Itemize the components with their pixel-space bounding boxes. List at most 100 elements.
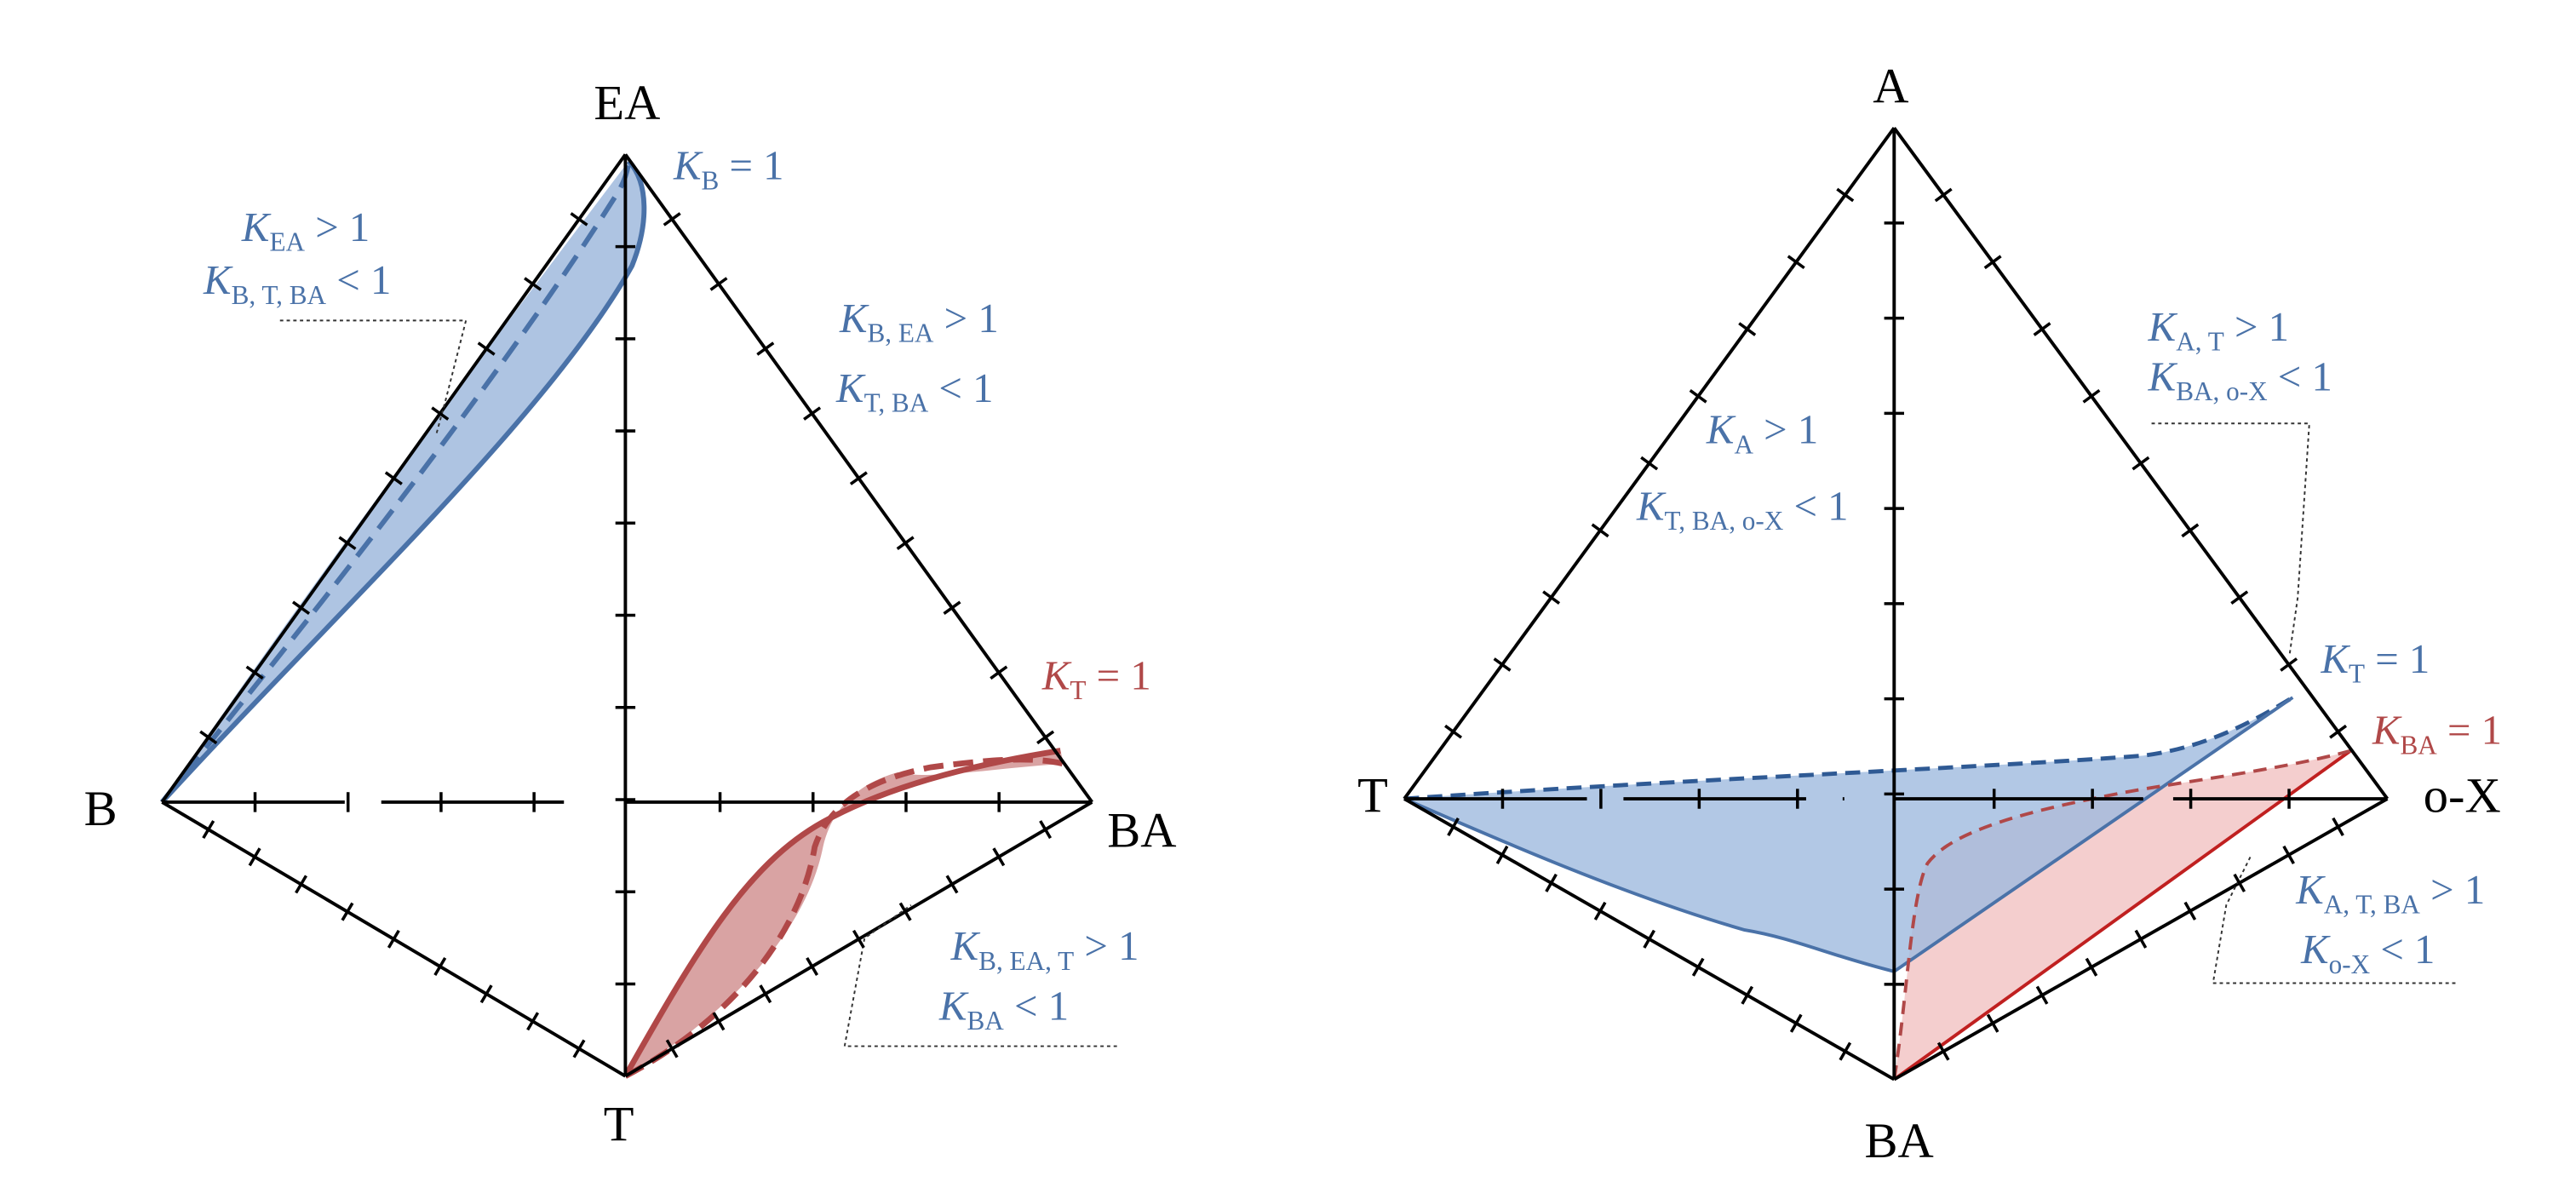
vertex-label: BA — [1865, 1113, 1934, 1168]
tick — [1691, 957, 1705, 977]
tick — [852, 929, 865, 949]
tick — [248, 847, 261, 867]
blue-plane-dashed — [1403, 695, 2294, 801]
tick — [526, 1012, 540, 1031]
tick — [338, 536, 357, 550]
red-plane-solid — [1893, 749, 2352, 1081]
left-diagram — [160, 153, 1117, 1079]
blue-plane — [1404, 697, 2293, 972]
right-diagram — [1403, 127, 2456, 1081]
tick — [1593, 901, 1607, 921]
blue-plane-solid — [1403, 696, 2294, 973]
tick — [665, 1039, 679, 1058]
tick — [1542, 590, 1561, 605]
vertex-label: T — [604, 1097, 634, 1152]
tick — [291, 600, 311, 615]
tick — [896, 536, 915, 550]
relation: = 1 — [2437, 708, 2502, 754]
tick — [1936, 1041, 1950, 1061]
leader-line — [279, 319, 468, 436]
condition-label: KA, T > 1 — [2148, 304, 2289, 357]
tick — [1444, 724, 1463, 739]
symbol: K — [2295, 867, 2326, 913]
subscript: BA — [2400, 730, 2437, 760]
symbol: K — [2320, 636, 2350, 682]
symbol: K — [241, 204, 272, 250]
tick — [2282, 845, 2295, 864]
tick — [943, 600, 961, 616]
condition-label: KBA, o-X < 1 — [2148, 353, 2332, 406]
relation: > 1 — [1074, 923, 1139, 969]
leader-line — [2151, 422, 2310, 657]
blue-boundary-dashed — [160, 160, 632, 804]
tick — [431, 406, 450, 421]
tick — [990, 665, 1008, 680]
tick — [1689, 388, 1707, 404]
tick — [2181, 523, 2200, 538]
vertex-label: EA — [594, 75, 660, 130]
relation: < 1 — [2268, 353, 2332, 399]
condition-label: KB, EA > 1 — [839, 295, 999, 348]
relation: < 1 — [326, 257, 391, 303]
tick — [2131, 456, 2150, 471]
tick — [2183, 901, 2197, 921]
vertex-label: o-X — [2424, 767, 2501, 823]
tick — [1789, 1013, 1803, 1033]
tick — [1983, 255, 2002, 270]
relation: > 1 — [2420, 867, 2485, 913]
tick — [2033, 322, 2051, 336]
vertex-label: A — [1873, 59, 1908, 114]
condition-label: KT = 1 — [2320, 636, 2430, 689]
tick — [2082, 388, 2101, 404]
tick — [2233, 873, 2246, 892]
condition-label: KBA = 1 — [2372, 708, 2502, 760]
tick — [1545, 873, 1558, 892]
tick — [2035, 985, 2049, 1005]
vertex-label: T — [1357, 767, 1388, 823]
condition-label: KB = 1 — [673, 143, 784, 196]
tick — [572, 1039, 586, 1058]
condition-label: KB, EA, T > 1 — [950, 923, 1139, 976]
tick — [712, 1012, 726, 1031]
tick — [341, 902, 354, 921]
subscript: T — [1070, 675, 1086, 705]
ticks — [199, 187, 2348, 1061]
symbol: K — [2372, 708, 2402, 754]
tick — [2134, 929, 2148, 949]
tick — [245, 665, 264, 680]
relation: = 1 — [1086, 652, 1150, 698]
tick — [2280, 657, 2298, 672]
relation: = 1 — [2365, 636, 2430, 682]
relation: < 1 — [928, 365, 993, 411]
subscript: A — [1734, 429, 1753, 459]
tick — [2085, 957, 2098, 977]
tick — [2329, 724, 2348, 739]
relation: > 1 — [933, 295, 998, 341]
condition-label: KA, T, BA > 1 — [2295, 867, 2485, 920]
tick — [1738, 322, 1757, 336]
subscript: T, BA, o-X — [1665, 506, 1784, 536]
subscript: o-X — [2329, 949, 2371, 979]
leader-line — [2212, 854, 2456, 984]
condition-label: KBA < 1 — [938, 983, 1069, 1036]
relation: > 1 — [2224, 304, 2289, 350]
blue-boundary-solid — [160, 159, 647, 804]
symbol: K — [950, 923, 981, 969]
leader-line — [843, 904, 1117, 1047]
condition-label: KB, T, BA < 1 — [203, 257, 391, 310]
tick — [477, 341, 496, 356]
symbol: K — [835, 365, 866, 411]
tick — [570, 212, 588, 227]
tick — [202, 820, 215, 840]
subscript: EA — [269, 227, 305, 256]
tick — [1643, 929, 1655, 949]
tick — [1447, 817, 1460, 836]
tick — [1039, 820, 1053, 840]
tick — [1839, 1041, 1852, 1061]
tick — [199, 730, 218, 745]
symbol: K — [1041, 652, 1072, 698]
subscript: B, EA, T — [978, 946, 1074, 976]
relation: > 1 — [1753, 407, 1818, 453]
